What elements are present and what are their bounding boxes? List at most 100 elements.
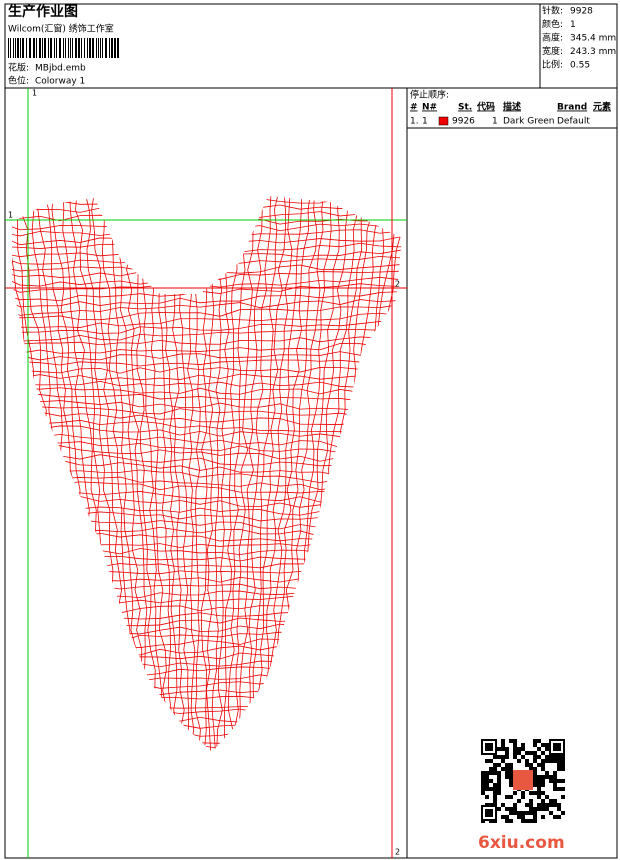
bar <box>105 38 107 58</box>
qr-cell <box>553 775 557 779</box>
bar <box>89 38 91 58</box>
qr-cell <box>493 795 497 799</box>
qr-cell <box>533 791 537 795</box>
qr-cell <box>505 755 509 759</box>
stitch <box>12 648 402 664</box>
qr-cell <box>533 767 537 771</box>
embroidery-design <box>12 196 402 752</box>
qr-cell <box>497 755 501 759</box>
stitch <box>12 312 402 328</box>
guide-label: 1 <box>32 89 37 98</box>
qr-cell <box>521 755 525 759</box>
qr-cell <box>501 743 505 747</box>
stitch <box>12 609 402 621</box>
bar <box>59 38 61 58</box>
stitch <box>12 400 402 411</box>
qr-cell <box>533 759 537 763</box>
qr-cell <box>545 759 549 763</box>
qr-cell <box>505 747 509 751</box>
design-label: 花版: <box>8 62 29 74</box>
qr-cell <box>521 811 525 815</box>
bar <box>84 38 85 58</box>
stitch <box>12 242 402 258</box>
stitch <box>12 576 402 583</box>
qr-cell <box>505 751 509 755</box>
stitch <box>12 367 402 374</box>
qr-logo <box>513 770 533 790</box>
stitch <box>12 495 402 514</box>
qr-cell <box>533 755 537 759</box>
stitch <box>12 196 402 199</box>
qr-cell <box>553 771 557 775</box>
stitch <box>91 196 129 752</box>
qr-cell <box>533 775 537 779</box>
stitch <box>200 196 208 752</box>
stitch <box>12 236 402 249</box>
column-header: St. <box>458 103 472 113</box>
stitch <box>244 196 272 752</box>
qr-cell <box>501 739 505 743</box>
qr-cell <box>545 807 549 811</box>
stitch <box>12 247 402 265</box>
stitch <box>12 197 402 206</box>
qr-cell <box>541 775 545 779</box>
stat-value: 345.4 mm <box>570 34 616 44</box>
stitch <box>12 525 402 538</box>
bar <box>96 38 97 58</box>
qr-cell <box>533 815 537 819</box>
qr-cell <box>493 763 497 767</box>
stitch <box>12 625 402 643</box>
bar <box>13 38 14 58</box>
guide-label: 2 <box>395 848 400 857</box>
guide-label: 1 <box>8 211 13 220</box>
stat-label: 比例: <box>542 59 563 71</box>
qr-finder <box>553 743 561 751</box>
stitch <box>12 321 402 334</box>
qr-cell <box>485 779 489 783</box>
guide-label: 2 <box>395 280 400 289</box>
stitch <box>12 580 402 591</box>
qr-cell <box>541 759 545 763</box>
qr-cell <box>489 767 493 771</box>
qr-cell <box>517 759 521 763</box>
bar <box>33 38 35 58</box>
qr-cell <box>509 807 513 811</box>
qr-cell <box>553 799 557 803</box>
stitch <box>12 713 402 726</box>
stitch <box>131 196 159 752</box>
bar <box>44 38 46 58</box>
stitch <box>211 196 223 752</box>
qr-cell <box>537 755 541 759</box>
stitch <box>12 634 402 652</box>
bar <box>48 38 49 58</box>
qr-cell <box>489 759 493 763</box>
qr-cell <box>509 739 513 743</box>
qr-cell <box>557 779 561 783</box>
stitch <box>233 196 257 752</box>
column-header: 元素 <box>593 101 611 113</box>
qr-cell <box>489 779 493 783</box>
stitch <box>12 517 402 530</box>
qr-cell <box>481 779 485 783</box>
qr-cell <box>489 787 493 791</box>
qr-cell <box>529 751 533 755</box>
column-header: N# <box>422 103 437 113</box>
qr-cell <box>533 739 537 743</box>
stitch <box>12 488 402 507</box>
stitch <box>326 196 395 752</box>
stitch <box>12 697 402 712</box>
title: 生产作业图 <box>8 3 78 20</box>
stitch <box>170 196 185 752</box>
stitch <box>12 387 402 396</box>
stat-label: 宽度: <box>542 45 563 57</box>
qr-cell <box>561 759 565 763</box>
stitch <box>12 282 402 302</box>
qr-cell <box>489 771 493 775</box>
qr-cell <box>493 755 497 759</box>
bar <box>8 38 9 58</box>
bar <box>17 38 19 58</box>
qr-cell <box>541 751 545 755</box>
stitch <box>12 406 402 420</box>
stitch <box>12 304 402 321</box>
stitch <box>250 196 280 752</box>
